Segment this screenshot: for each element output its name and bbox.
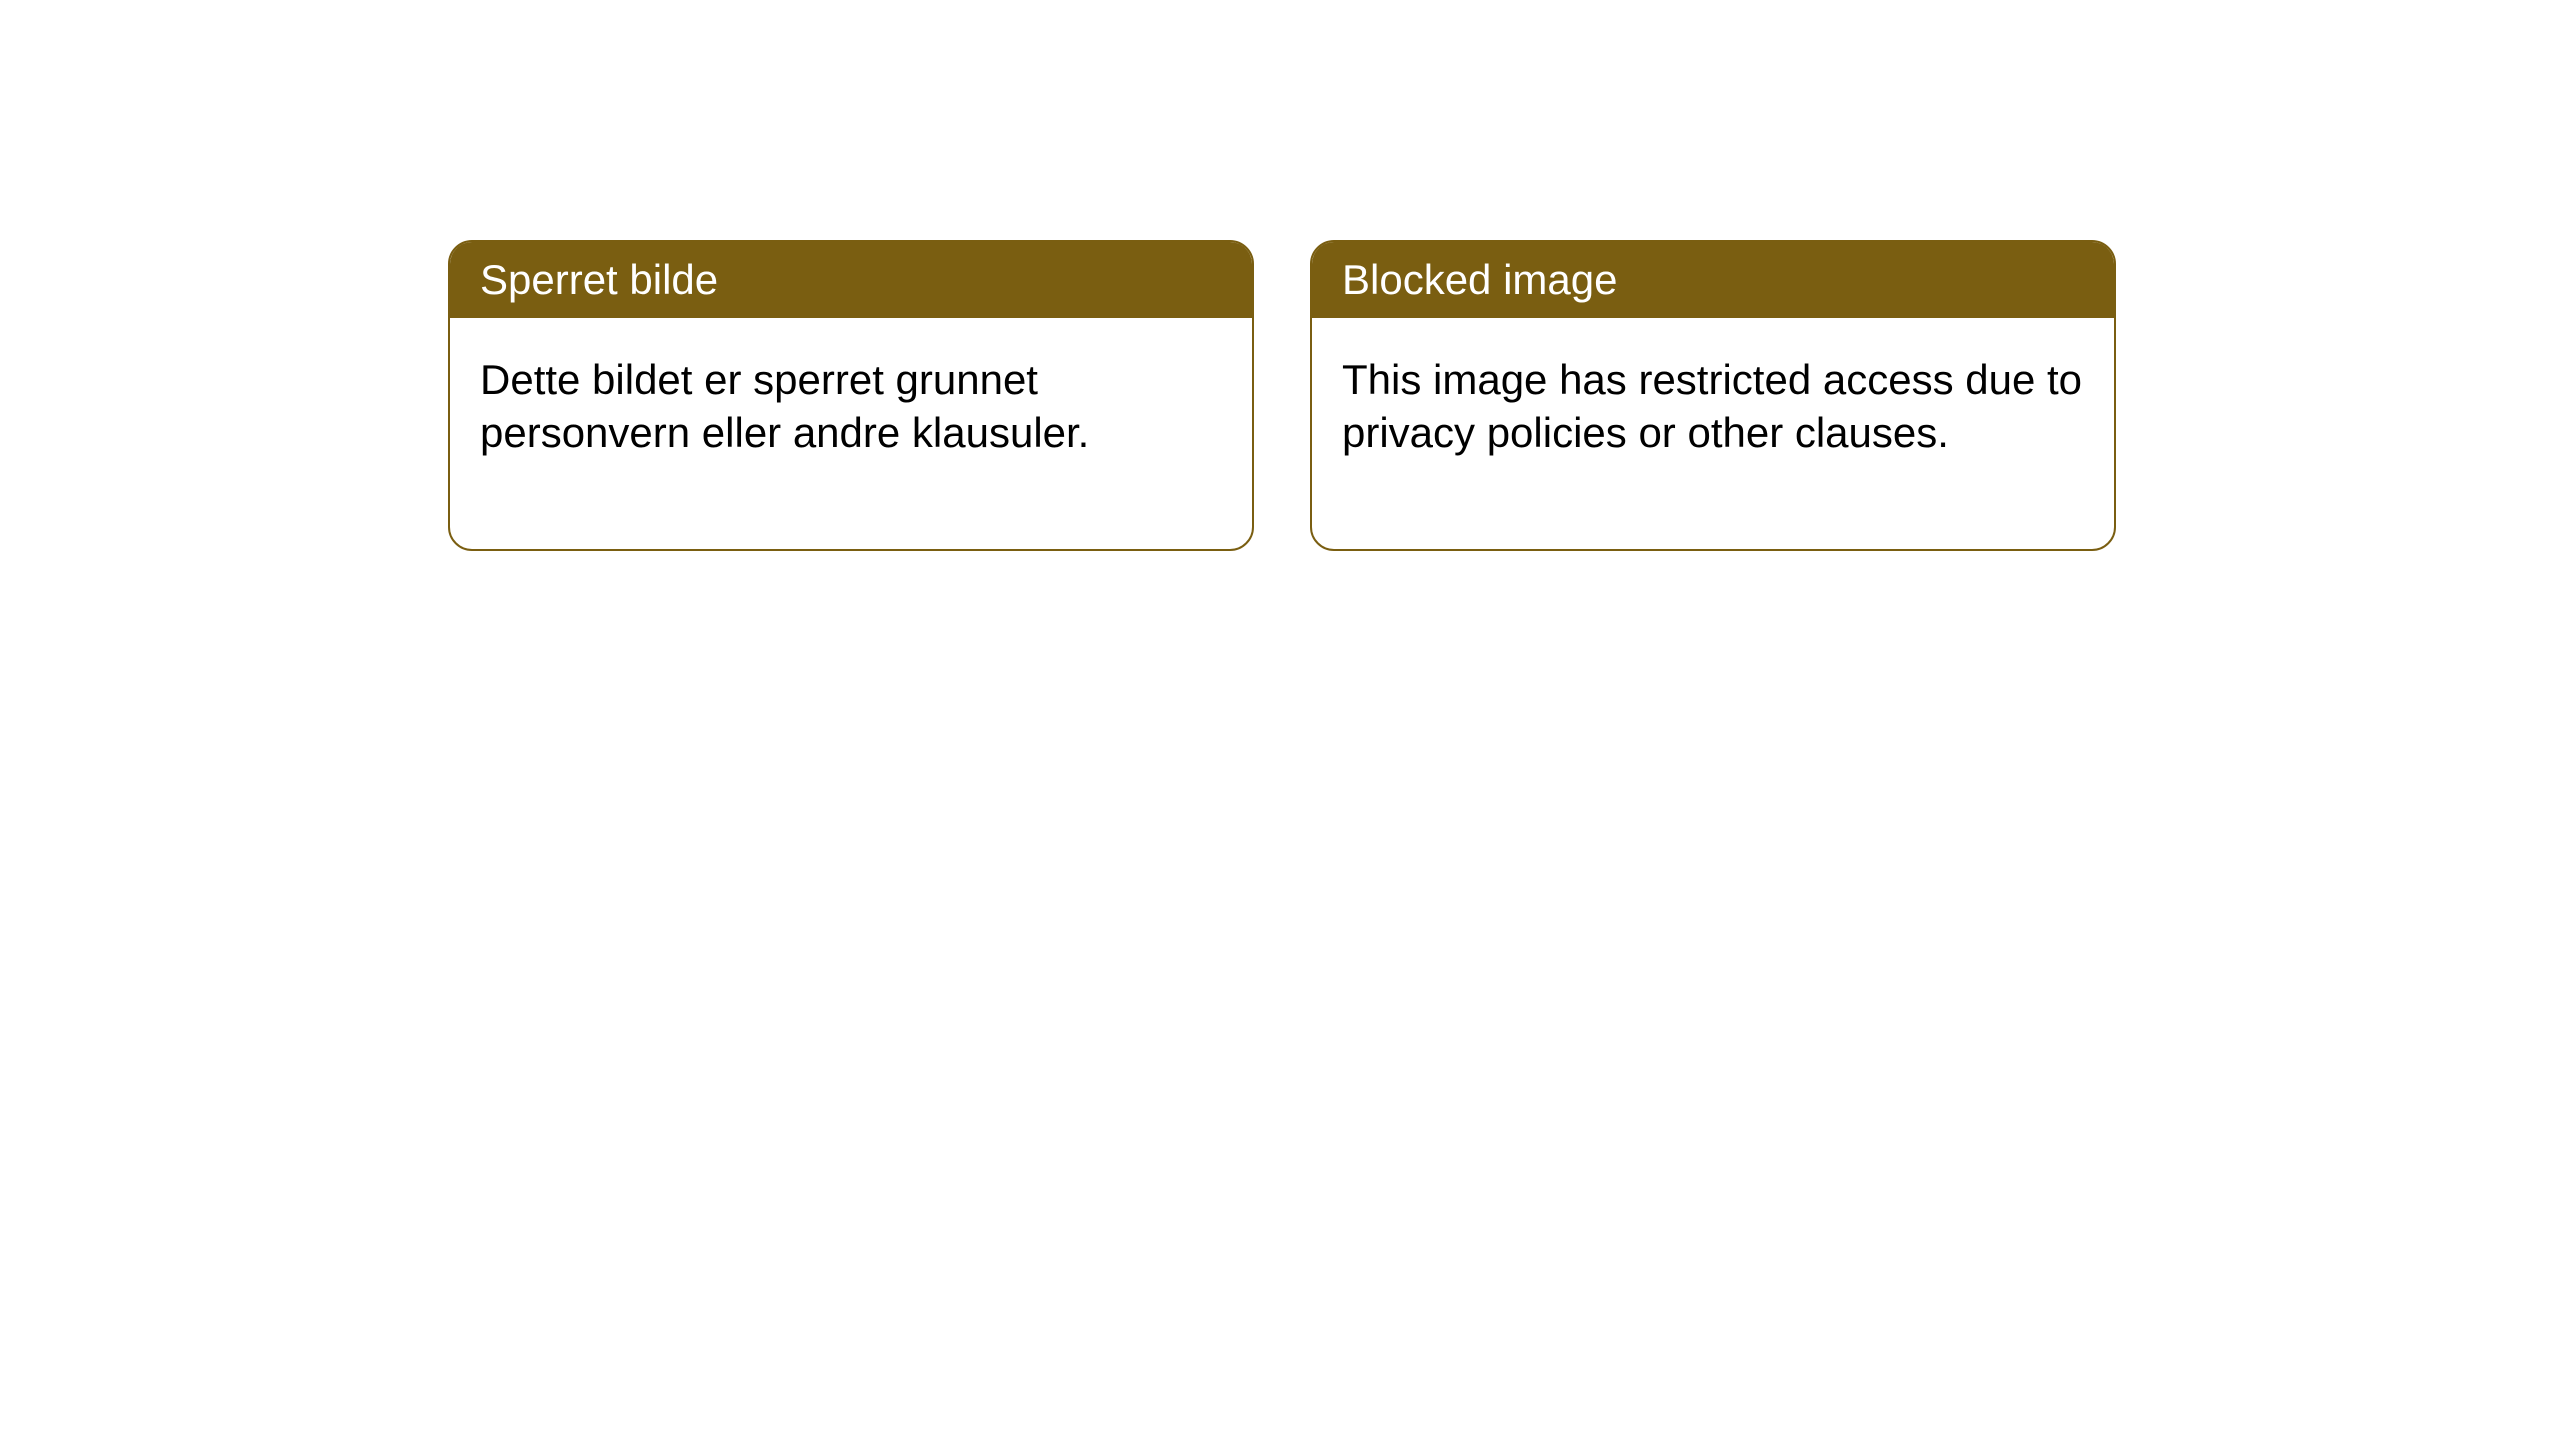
- card-title-en: Blocked image: [1342, 256, 1617, 303]
- card-title-no: Sperret bilde: [480, 256, 718, 303]
- blocked-image-card-en: Blocked image This image has restricted …: [1310, 240, 2116, 551]
- card-header-en: Blocked image: [1312, 242, 2114, 318]
- info-cards-container: Sperret bilde Dette bildet er sperret gr…: [448, 240, 2116, 551]
- blocked-image-card-no: Sperret bilde Dette bildet er sperret gr…: [448, 240, 1254, 551]
- card-body-no: Dette bildet er sperret grunnet personve…: [450, 318, 1252, 549]
- card-message-en: This image has restricted access due to …: [1342, 356, 2082, 456]
- card-message-no: Dette bildet er sperret grunnet personve…: [480, 356, 1089, 456]
- card-body-en: This image has restricted access due to …: [1312, 318, 2114, 549]
- card-header-no: Sperret bilde: [450, 242, 1252, 318]
